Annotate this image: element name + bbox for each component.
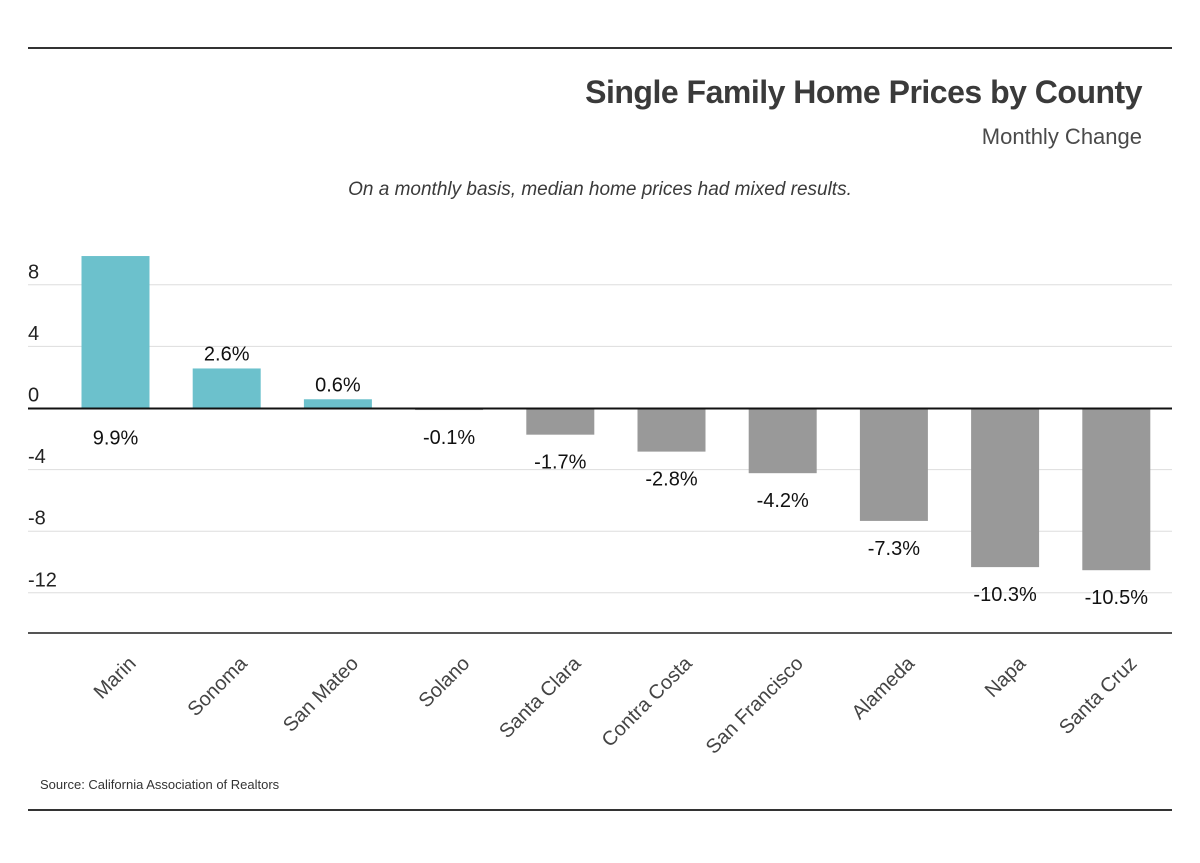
bar [859, 408, 928, 521]
bar [971, 408, 1040, 568]
category-label: Solano [415, 653, 475, 713]
data-label: 9.9% [93, 428, 139, 450]
data-label: -10.3% [973, 584, 1037, 606]
data-label: -0.1% [423, 427, 475, 449]
y-tick-label: -12 [28, 569, 57, 591]
data-label: 0.6% [315, 374, 361, 396]
category-label: San Francisco [702, 653, 808, 759]
category-label: San Mateo [279, 653, 363, 737]
data-label: -1.7% [534, 452, 586, 474]
y-tick-label: -4 [28, 446, 46, 468]
category-label: Napa [981, 652, 1031, 702]
bar [81, 256, 150, 409]
chart-title: Single Family Home Prices by County [585, 74, 1142, 110]
data-label: 2.6% [204, 343, 250, 365]
source-note: Source: California Association of Realto… [40, 777, 280, 792]
bar [637, 408, 706, 452]
y-tick-label: 8 [28, 261, 39, 283]
category-label: Alameda [848, 652, 920, 724]
data-label: -7.3% [868, 538, 920, 560]
category-label: Marin [90, 653, 141, 704]
data-label: -10.5% [1085, 587, 1149, 609]
chart-note: On a monthly basis, median home prices h… [348, 179, 852, 200]
bar [303, 399, 372, 409]
data-label: -4.2% [757, 490, 809, 512]
y-tick-label: 4 [28, 323, 39, 345]
bar [1082, 408, 1151, 571]
category-label: Contra Costa [598, 652, 697, 751]
bottom-rule [28, 809, 1172, 811]
category-label: Sonoma [184, 652, 253, 721]
category-label: Santa Clara [495, 652, 586, 743]
bar [526, 408, 595, 435]
top-rule [28, 47, 1172, 49]
y-tick-label: -8 [28, 508, 46, 530]
y-tick-label: 0 [28, 385, 39, 407]
chart-subtitle: Monthly Change [981, 124, 1142, 149]
bar [748, 408, 817, 474]
data-label: -2.8% [645, 469, 697, 491]
bar [192, 368, 261, 409]
category-label: Santa Cruz [1055, 653, 1141, 739]
